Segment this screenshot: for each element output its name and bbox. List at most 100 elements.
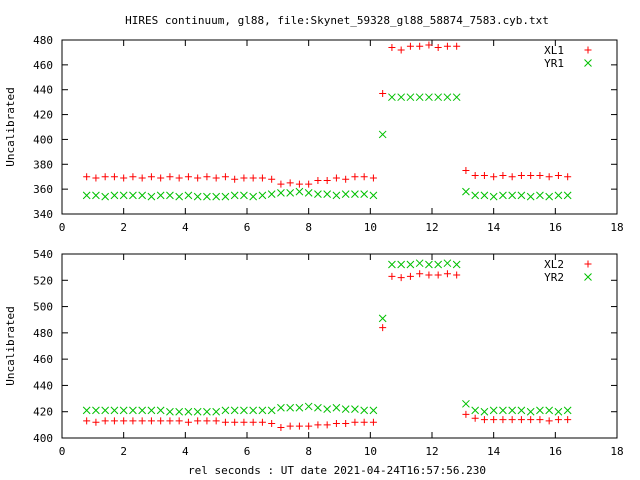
data-point-xl2 (286, 422, 294, 430)
x-tick-label: 10 (364, 445, 377, 458)
data-point-yr1 (92, 191, 100, 200)
data-point-yr2 (351, 405, 359, 413)
data-point-yr2 (82, 406, 91, 415)
data-point-xl2 (545, 417, 553, 425)
y-tick-label: 420 (33, 109, 53, 122)
data-point-yr1 (406, 93, 415, 102)
data-point-yr2 (304, 402, 313, 411)
data-point-yr1 (286, 189, 295, 197)
legend-marker-yr1 (584, 59, 592, 67)
data-point-xl1 (434, 43, 442, 51)
data-point-xl2 (194, 417, 202, 425)
data-point-xl2 (536, 416, 544, 424)
x-tick-label: 8 (305, 221, 312, 234)
data-point-yr1 (526, 192, 535, 201)
data-point-xl1 (323, 176, 331, 184)
data-point-xl1 (342, 175, 350, 183)
data-point-yr2 (499, 406, 507, 415)
data-point-xl2 (397, 274, 405, 282)
data-point-xl2 (443, 270, 451, 278)
data-point-yr1 (156, 191, 165, 200)
x-tick-label: 16 (549, 221, 562, 234)
legend-label: YR1 (544, 57, 564, 70)
data-point-xl2 (388, 272, 396, 280)
data-point-yr1 (304, 189, 313, 197)
data-point-xl2 (425, 271, 433, 279)
data-point-xl2 (434, 271, 442, 279)
data-point-yr1 (452, 93, 461, 102)
data-point-xl2 (175, 417, 183, 425)
data-point-yr2 (212, 407, 221, 416)
data-point-yr2 (554, 407, 563, 416)
data-point-yr2 (193, 407, 202, 416)
chart-title: HIRES continuum, gl88, file:Skynet_59328… (125, 14, 549, 27)
data-point-xl2 (157, 417, 165, 425)
data-point-yr1 (101, 192, 110, 201)
data-point-xl1 (295, 180, 303, 188)
legend-marker-xl1 (584, 46, 592, 54)
data-point-yr1 (563, 191, 572, 200)
y-tick-label: 460 (33, 353, 53, 366)
data-point-xl1 (517, 171, 525, 179)
data-point-xl2 (499, 416, 507, 424)
data-point-yr1 (203, 192, 211, 201)
data-point-xl2 (471, 414, 479, 422)
data-point-xl2 (166, 417, 174, 425)
data-point-yr2 (480, 407, 489, 416)
data-point-yr1 (314, 190, 322, 198)
data-point-xl2 (508, 416, 516, 424)
x-tick-label: 18 (610, 445, 623, 458)
data-point-yr2 (101, 406, 110, 415)
data-point-xl1 (120, 174, 128, 182)
y-tick-label: 480 (33, 327, 53, 340)
data-point-xl1 (360, 173, 368, 181)
data-point-xl2 (564, 416, 572, 424)
y-tick-label: 340 (33, 208, 53, 221)
data-point-xl1 (203, 173, 211, 181)
data-point-yr2 (341, 405, 350, 413)
x-tick-label: 14 (487, 221, 501, 234)
data-point-xl1 (443, 42, 451, 50)
data-point-yr2 (415, 259, 424, 268)
data-point-xl2 (314, 421, 322, 429)
legend-label: XL2 (544, 258, 564, 271)
data-point-yr1 (462, 187, 470, 196)
x-tick-label: 0 (59, 445, 66, 458)
data-point-xl2 (360, 418, 368, 426)
data-point-yr1 (536, 191, 544, 200)
data-point-xl1 (221, 173, 229, 181)
data-point-yr2 (526, 407, 535, 416)
data-point-yr1 (554, 191, 563, 200)
y-axis-label: Uncalibrated (4, 87, 17, 166)
data-point-yr1 (480, 191, 489, 200)
data-point-xl2 (379, 324, 387, 332)
data-point-yr2 (166, 407, 174, 416)
data-point-yr2 (332, 403, 341, 412)
data-point-yr1 (471, 191, 480, 200)
data-point-xl2 (120, 417, 128, 425)
legend-marker-yr2 (584, 273, 592, 281)
data-point-xl2 (527, 416, 535, 424)
data-point-yr1 (489, 192, 498, 201)
x-tick-label: 6 (244, 445, 251, 458)
data-point-yr1 (193, 192, 202, 201)
data-point-yr1 (323, 190, 332, 198)
data-point-xl1 (462, 167, 470, 174)
data-point-xl1 (351, 173, 359, 181)
data-point-yr2 (508, 406, 517, 415)
data-point-yr1 (397, 93, 406, 102)
data-point-yr2 (323, 405, 332, 413)
data-point-xl1 (92, 174, 100, 182)
data-point-yr1 (258, 191, 267, 200)
data-point-xl2 (554, 416, 562, 424)
data-point-xl1 (397, 46, 405, 54)
data-point-yr1 (110, 191, 119, 200)
data-point-xl2 (129, 417, 137, 425)
data-point-yr2 (92, 406, 100, 415)
data-point-xl1 (527, 171, 535, 179)
data-point-yr2 (563, 406, 572, 415)
data-point-xl2 (110, 417, 118, 425)
data-point-yr1 (240, 191, 248, 200)
data-point-xl1 (480, 171, 488, 179)
data-point-xl2 (490, 416, 498, 424)
